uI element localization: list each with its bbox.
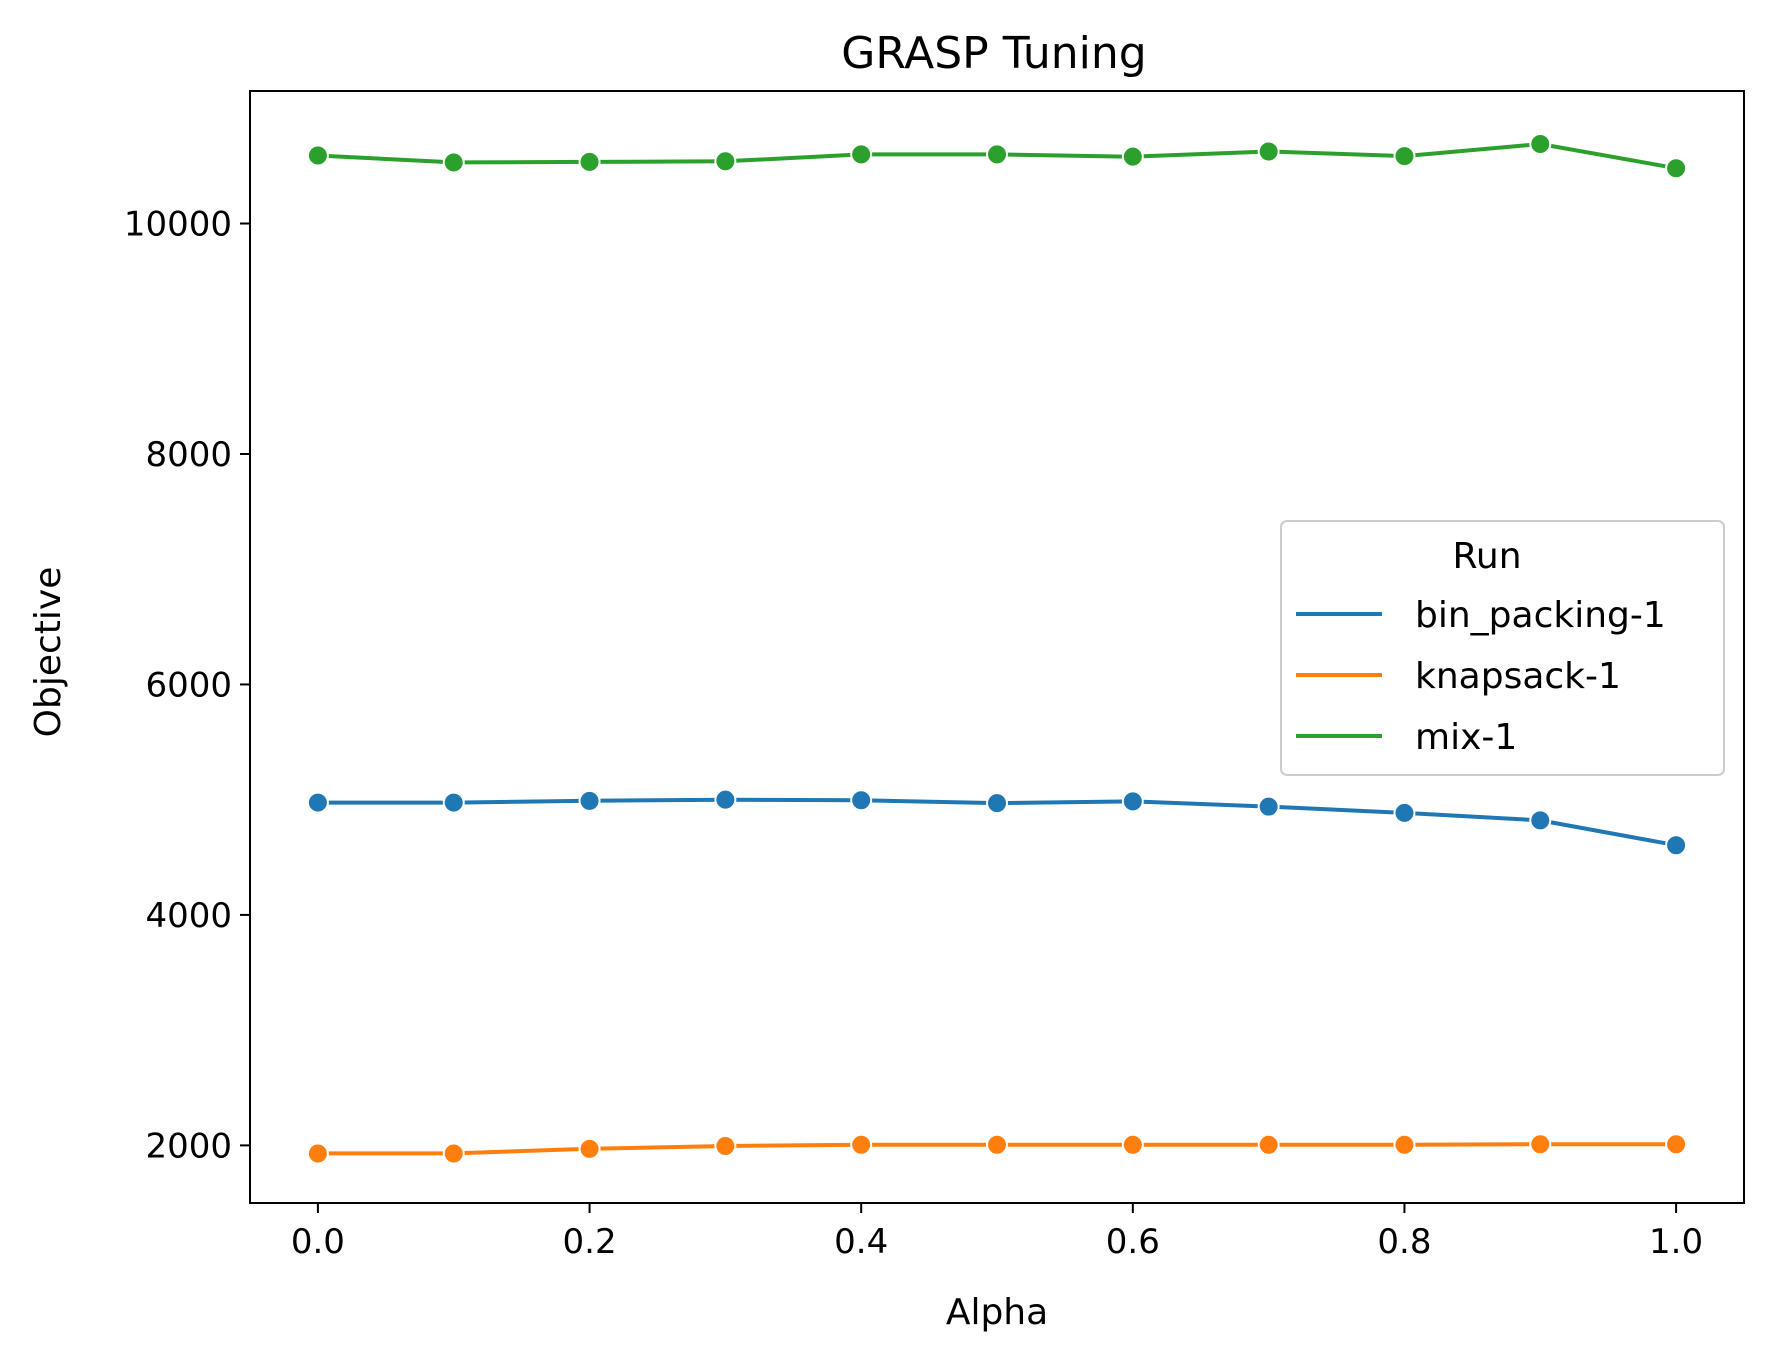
data-point-knapsack-1 [1121,1133,1144,1156]
x-tick-label: 0.4 [834,1222,888,1262]
data-point-knapsack-1 [1393,1133,1416,1156]
data-point-bin_packing-1 [1665,834,1688,857]
data-point-mix-1 [1257,140,1280,163]
data-point-bin_packing-1 [578,789,601,812]
x-axis-label: Alpha [946,1292,1048,1333]
x-tick-label: 0.6 [1106,1222,1160,1262]
data-point-knapsack-1 [1257,1133,1280,1156]
data-point-knapsack-1 [986,1133,1008,1156]
legend-label: knapsack-1 [1415,656,1621,697]
data-point-bin_packing-1 [1529,809,1552,832]
data-point-mix-1 [850,143,873,166]
y-axis-label: Objective [28,567,69,738]
legend-label: mix-1 [1415,717,1517,758]
data-point-mix-1 [1393,145,1416,168]
data-point-bin_packing-1 [986,792,1008,815]
chart-title: GRASP Tuning [841,28,1146,79]
data-point-knapsack-1 [578,1137,601,1160]
data-point-mix-1 [714,150,737,173]
data-point-mix-1 [306,144,329,167]
data-point-bin_packing-1 [306,791,329,814]
x-tick-label: 1.0 [1649,1222,1703,1262]
y-tick-label: 10000 [124,205,232,245]
data-point-knapsack-1 [850,1133,873,1156]
data-point-bin_packing-1 [442,791,465,814]
data-point-bin_packing-1 [714,788,737,811]
y-tick-label: 6000 [145,665,232,705]
data-point-knapsack-1 [1665,1133,1688,1156]
data-point-knapsack-1 [442,1142,465,1165]
data-point-bin_packing-1 [1257,795,1280,818]
legend-title: Run [1452,536,1521,577]
data-point-knapsack-1 [1529,1133,1552,1156]
data-point-mix-1 [986,143,1008,166]
y-tick-label: 8000 [145,435,232,475]
x-tick-label: 0.0 [291,1222,345,1262]
y-tick-label: 4000 [145,896,232,936]
legend-label: bin_packing-1 [1415,595,1666,636]
data-point-mix-1 [1121,145,1144,168]
data-point-knapsack-1 [714,1134,737,1157]
x-tick-label: 0.8 [1377,1222,1431,1262]
plot-area-frame [249,90,1745,1204]
data-point-bin_packing-1 [850,789,873,812]
data-point-knapsack-1 [306,1142,329,1165]
legend: Run bin_packing-1 knapsack-1 mix-1 [1280,520,1725,776]
data-point-mix-1 [442,151,465,174]
data-point-bin_packing-1 [1121,790,1144,813]
data-point-mix-1 [1665,157,1688,180]
legend-box [1280,520,1725,776]
y-tick-label: 2000 [145,1126,232,1166]
x-tick-label: 0.2 [563,1222,617,1262]
data-point-mix-1 [578,150,601,173]
data-point-mix-1 [1529,133,1552,156]
data-point-bin_packing-1 [1393,801,1416,824]
